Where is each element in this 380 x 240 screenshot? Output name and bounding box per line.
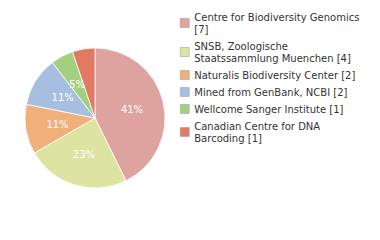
svg-text:41%: 41%	[121, 104, 143, 115]
svg-text:[7]: [7]	[194, 24, 208, 35]
svg-text:5%: 5%	[69, 79, 85, 90]
svg-text:23%: 23%	[73, 149, 95, 160]
svg-text:Wellcome Sanger Institute [1]: Wellcome Sanger Institute [1]	[194, 104, 343, 115]
svg-text:11%: 11%	[52, 92, 74, 103]
svg-text:Staatssammlung Muenchen [4]: Staatssammlung Muenchen [4]	[194, 53, 351, 64]
svg-text:Barcoding [1]: Barcoding [1]	[194, 133, 262, 144]
svg-text:Mined from GenBank, NCBI [2]: Mined from GenBank, NCBI [2]	[194, 87, 347, 98]
svg-text:Naturalis Biodiversity Center: Naturalis Biodiversity Center [2]	[194, 70, 355, 81]
svg-text:Centre for Biodiversity Genomi: Centre for Biodiversity Genomics	[194, 12, 362, 23]
svg-text:11%: 11%	[46, 119, 68, 130]
svg-text:Canadian Centre for DNA: Canadian Centre for DNA	[194, 121, 323, 132]
svg-text:SNSB, Zoologische: SNSB, Zoologische	[194, 41, 291, 52]
